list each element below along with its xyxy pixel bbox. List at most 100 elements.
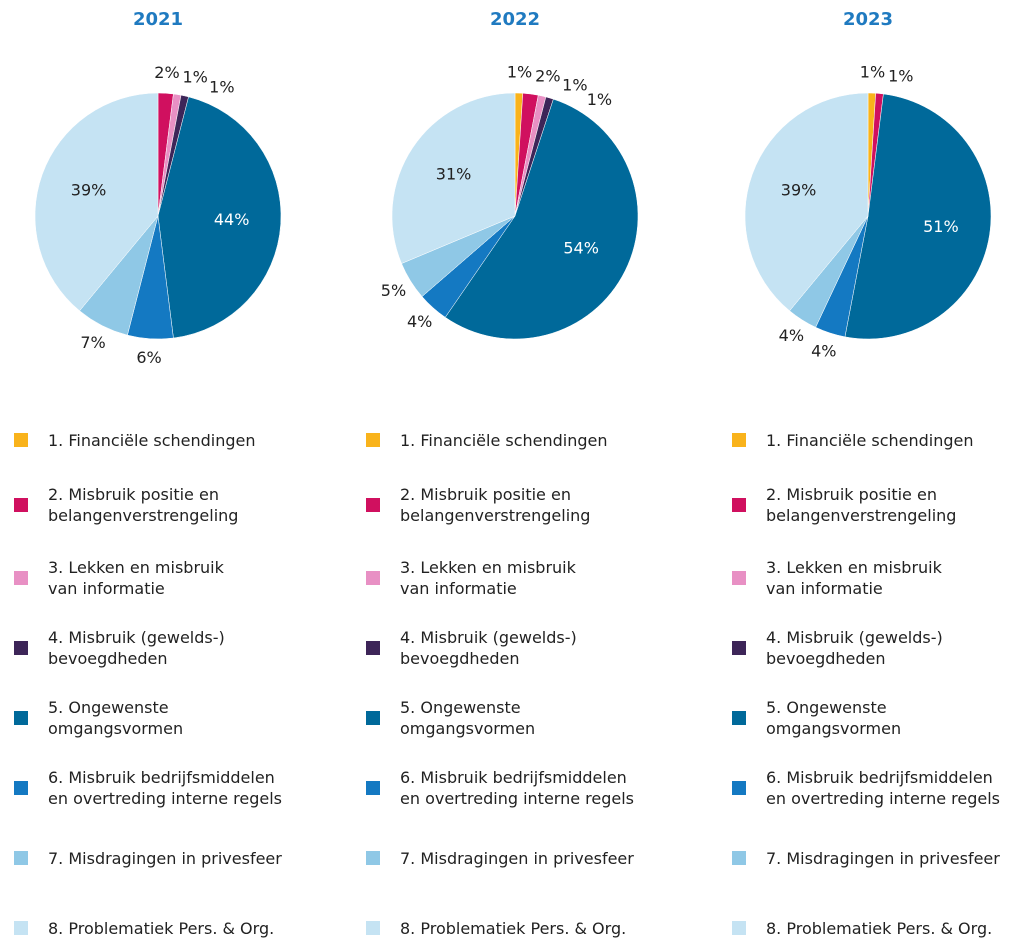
- legend-label: 4. Misbruik (gewelds-) bevoegdheden: [48, 628, 225, 668]
- legend-item: 3. Lekken en misbruik van informatie: [14, 557, 224, 599]
- data-label: 4%: [811, 342, 836, 361]
- legend-item: 6. Misbruik bedrijfsmiddelen en overtred…: [14, 767, 282, 809]
- legend-label: 1. Financiële schendingen: [766, 430, 974, 450]
- legend-swatch: [732, 433, 746, 447]
- legend-label: 1. Financiële schendingen: [400, 430, 608, 450]
- pie-slice: [744, 92, 869, 312]
- legend-label: 6. Misbruik bedrijfsmiddelen en overtred…: [766, 768, 1000, 808]
- data-label: 4%: [779, 326, 804, 345]
- legend-swatch: [14, 711, 28, 725]
- legend-swatch: [14, 498, 28, 512]
- pie-slice: [391, 92, 516, 264]
- data-label: 1%: [587, 90, 612, 109]
- legend-item: 7. Misdragingen in privesfeer: [366, 837, 634, 879]
- legend-item: 3. Lekken en misbruik van informatie: [366, 557, 576, 599]
- data-label: 1%: [562, 76, 587, 95]
- legend-item: 5. Ongewenste omgangsvormen: [732, 697, 901, 739]
- data-label: 39%: [71, 181, 107, 200]
- legend-item: 1. Financiële schendingen: [366, 419, 608, 461]
- data-label: 1%: [860, 63, 885, 82]
- legend-swatch: [732, 641, 746, 655]
- legend-swatch: [366, 851, 380, 865]
- legend-label: 3. Lekken en misbruik van informatie: [400, 558, 576, 598]
- data-label: 51%: [923, 217, 959, 236]
- legend-swatch: [732, 781, 746, 795]
- legend-item: 6. Misbruik bedrijfsmiddelen en overtred…: [732, 767, 1000, 809]
- legend-item: 4. Misbruik (gewelds-) bevoegdheden: [366, 627, 577, 669]
- legend-label: 7. Misdragingen in privesfeer: [766, 848, 1000, 868]
- legend-label: 3. Lekken en misbruik van informatie: [48, 558, 224, 598]
- legend-item: 2. Misbruik positie en belangenverstreng…: [732, 484, 956, 526]
- legend-swatch: [366, 641, 380, 655]
- legend-item: 5. Ongewenste omgangsvormen: [14, 697, 183, 739]
- legend-label: 5. Ongewenste omgangsvormen: [48, 698, 184, 738]
- legend-label: 6. Misbruik bedrijfsmiddelen en overtred…: [400, 768, 634, 808]
- pie-slice: [157, 96, 282, 339]
- legend-item: 4. Misbruik (gewelds-) bevoegdheden: [14, 627, 225, 669]
- legend-swatch: [14, 921, 28, 935]
- legend-label: 8. Problematiek Pers. & Org.: [48, 918, 275, 938]
- legend-swatch: [366, 921, 380, 935]
- data-label: 5%: [381, 281, 406, 300]
- legend-label: 5. Ongewenste omgangsvormen: [766, 698, 902, 738]
- legend-item: 8. Problematiek Pers. & Org.: [14, 907, 274, 939]
- legend-item: 2. Misbruik positie en belangenverstreng…: [14, 484, 238, 526]
- legend-item: 8. Problematiek Pers. & Org.: [366, 907, 626, 939]
- legend-label: 3. Lekken en misbruik van informatie: [766, 558, 942, 598]
- legend-swatch: [366, 498, 380, 512]
- data-label: 2%: [154, 63, 179, 82]
- legend-label: 7. Misdragingen in privesfeer: [400, 848, 634, 868]
- legend-swatch: [366, 571, 380, 585]
- pie-slice: [844, 93, 992, 340]
- chart-title: 2021: [133, 9, 183, 30]
- data-label: 44%: [214, 210, 250, 229]
- legend-item: 1. Financiële schendingen: [14, 419, 256, 461]
- data-label: 31%: [436, 165, 472, 184]
- legend-item: 1. Financiële schendingen: [732, 419, 974, 461]
- legend-item: 2. Misbruik positie en belangenverstreng…: [366, 484, 590, 526]
- pie-slice: [444, 98, 639, 340]
- legend-label: 8. Problematiek Pers. & Org.: [766, 918, 993, 938]
- legend-swatch: [732, 571, 746, 585]
- legend-swatch: [732, 498, 746, 512]
- data-label: 7%: [80, 333, 105, 352]
- data-label: 6%: [136, 348, 161, 367]
- legend-label: 2. Misbruik positie en belangenverstreng…: [400, 485, 591, 525]
- legend-item: 4. Misbruik (gewelds-) bevoegdheden: [732, 627, 943, 669]
- chart-title: 2022: [490, 9, 540, 30]
- legend-label: 2. Misbruik positie en belangenverstreng…: [48, 485, 239, 525]
- legend-item: 7. Misdragingen in privesfeer: [732, 837, 1000, 879]
- pie-slice: [34, 92, 159, 312]
- legend-label: 8. Problematiek Pers. & Org.: [400, 918, 627, 938]
- data-label: 1%: [888, 66, 913, 85]
- legend-swatch: [732, 711, 746, 725]
- legend-swatch: [14, 571, 28, 585]
- legend-label: 5. Ongewenste omgangsvormen: [400, 698, 536, 738]
- data-label: 39%: [781, 181, 817, 200]
- legend-item: 3. Lekken en misbruik van informatie: [732, 557, 942, 599]
- data-label: 1%: [209, 78, 234, 97]
- legend-swatch: [14, 781, 28, 795]
- data-label: 1%: [182, 67, 207, 86]
- data-label: 2%: [535, 66, 560, 85]
- data-label: 4%: [407, 312, 432, 331]
- legend-swatch: [14, 433, 28, 447]
- legend-swatch: [14, 851, 28, 865]
- legend-label: 4. Misbruik (gewelds-) bevoegdheden: [400, 628, 577, 668]
- legend-label: 7. Misdragingen in privesfeer: [48, 848, 282, 868]
- legend-label: 1. Financiële schendingen: [48, 430, 256, 450]
- data-label: 1%: [507, 63, 532, 82]
- legend-swatch: [732, 921, 746, 935]
- legend-label: 4. Misbruik (gewelds-) bevoegdheden: [766, 628, 943, 668]
- legend-item: 8. Problematiek Pers. & Org.: [732, 907, 992, 939]
- legend-swatch: [366, 433, 380, 447]
- legend-swatch: [366, 711, 380, 725]
- data-label: 54%: [563, 238, 599, 257]
- legend-item: 6. Misbruik bedrijfsmiddelen en overtred…: [366, 767, 634, 809]
- legend-item: 5. Ongewenste omgangsvormen: [366, 697, 535, 739]
- chart-title: 2023: [843, 9, 893, 30]
- legend-label: 6. Misbruik bedrijfsmiddelen en overtred…: [48, 768, 282, 808]
- legend-swatch: [14, 641, 28, 655]
- legend-label: 2. Misbruik positie en belangenverstreng…: [766, 485, 957, 525]
